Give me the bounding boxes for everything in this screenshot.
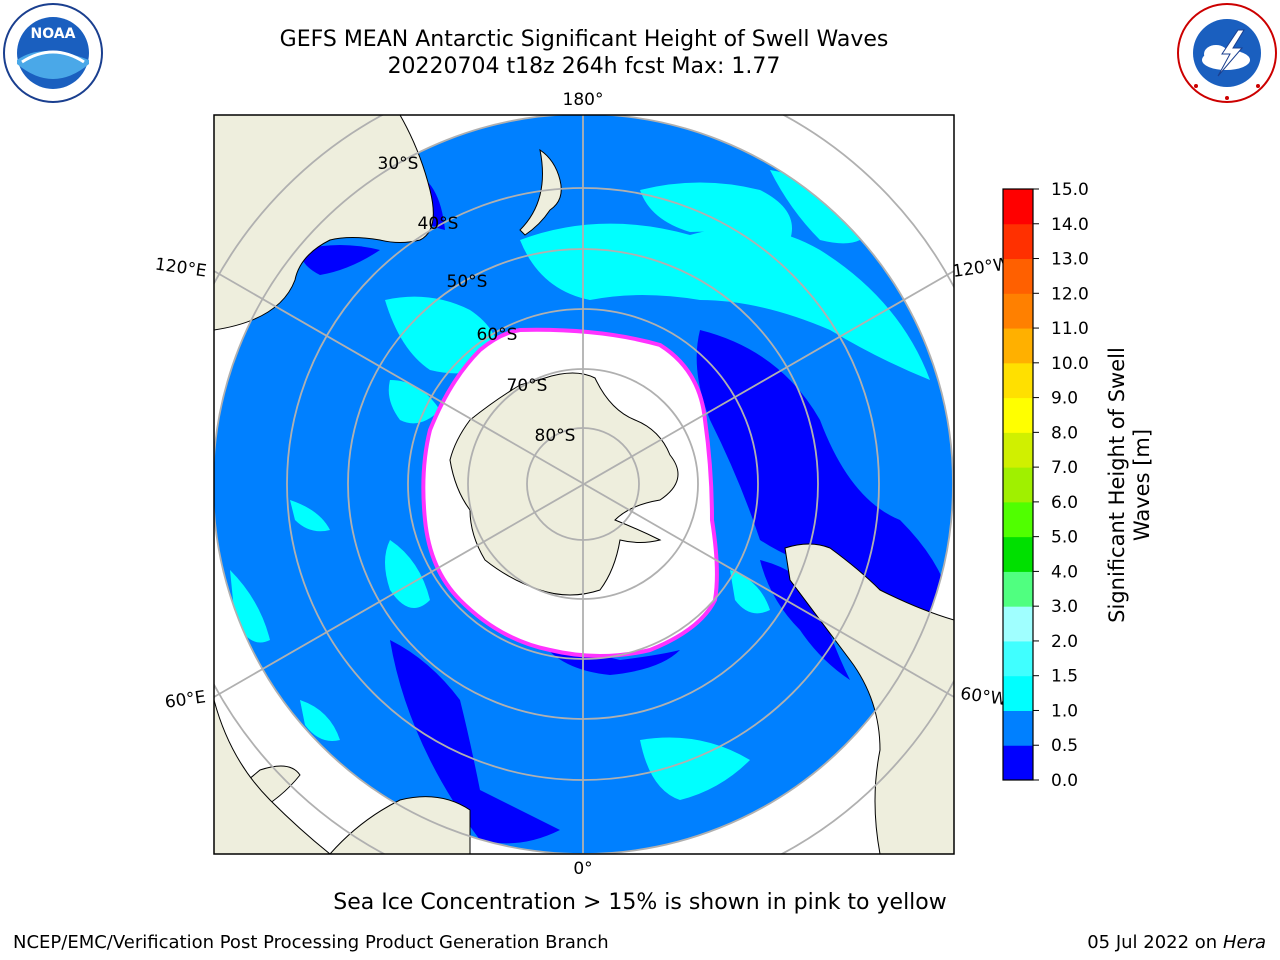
swell-field xyxy=(230,170,950,844)
colorbar-label: Significant Height of Swell Waves [m] xyxy=(1105,347,1154,623)
footer-date-text: 05 Jul 2022 on xyxy=(1087,932,1223,953)
lon-label-60w: 60°W xyxy=(959,684,1008,710)
map-title-line2: 20220704 t18z 264h fcst Max: 1.77 xyxy=(387,54,781,79)
colorbar-segment xyxy=(1003,258,1033,294)
colorbar-segment xyxy=(1003,328,1033,364)
lat-label-30s: 30°S xyxy=(378,154,419,174)
colorbar-tick-label: 11.0 xyxy=(1051,319,1089,339)
colorbar-segment xyxy=(1003,223,1033,260)
colorbar: 0.0 0.5 1.0 1.5 2.0 3.0 4.0 5.0 6.0 7.0 8.0 9.0 10.0… xyxy=(1002,180,1089,791)
colorbar-segment xyxy=(1003,293,1033,329)
south-america-land xyxy=(784,543,954,854)
graticule xyxy=(214,115,954,854)
colorbar-frame xyxy=(1002,188,1034,781)
colorbar-tick-label: 9.0 xyxy=(1051,389,1078,409)
australia-land xyxy=(214,115,434,331)
colorbar-tick-label: 7.0 xyxy=(1051,458,1078,478)
noaa-logo-text: NOAA xyxy=(31,26,76,42)
colorbar-tick-label: 5.0 xyxy=(1051,528,1078,548)
colorbar-segment xyxy=(1003,501,1033,538)
noaa-logo: NOAA xyxy=(3,3,103,103)
colorbar-segment xyxy=(1003,397,1033,433)
colorbar-tick-label: 1.0 xyxy=(1051,701,1078,721)
colorbar-tick-label: 8.0 xyxy=(1051,423,1078,443)
lat-label-70s: 70°S xyxy=(507,376,548,396)
colorbar-tick-label: 13.0 xyxy=(1051,250,1089,270)
colorbar-tick-label: 3.0 xyxy=(1051,597,1078,617)
lat-label-80s: 80°S xyxy=(535,426,576,446)
sea-ice-caption: Sea Ice Concentration > 15% is shown in … xyxy=(333,890,947,915)
colorbar-segment xyxy=(1003,640,1033,677)
colorbar-segment xyxy=(1003,571,1033,607)
footer-host: Hera xyxy=(1222,932,1266,953)
lon-label-60e-visible: 60°E xyxy=(164,687,207,712)
colorbar-tick-label: 0.0 xyxy=(1051,771,1078,791)
colorbar-segment xyxy=(1003,362,1033,399)
antarctica-land xyxy=(449,372,679,596)
colorbar-segment xyxy=(1003,467,1033,503)
lon-label-180: 180° xyxy=(563,90,604,110)
colorbar-tick-label: 1.5 xyxy=(1051,667,1078,687)
lon-label-0: 0° xyxy=(573,859,592,879)
footer-date: 05 Jul 2022 on Hera xyxy=(1087,932,1266,953)
colorbar-tick-label: 4.0 xyxy=(1051,562,1078,582)
colorbar-segment xyxy=(1003,710,1033,746)
colorbar-segment xyxy=(1003,606,1033,642)
colorbar-segment xyxy=(1003,432,1033,468)
lat-label-40s: 40°S xyxy=(418,214,459,234)
lat-label-50s: 50°S xyxy=(447,272,488,292)
lon-label-120e: 120°E xyxy=(154,255,208,282)
colorbar-tick-label: 15.0 xyxy=(1051,180,1089,200)
colorbar-tick-label: 6.0 xyxy=(1051,493,1078,513)
colorbar-tick-label: 14.0 xyxy=(1051,215,1089,235)
lat-label-60s: 60°S xyxy=(477,325,518,345)
new-zealand-land xyxy=(519,148,562,236)
colorbar-segment xyxy=(1003,745,1033,781)
map-title-line1: GEFS MEAN Antarctic Significant Height o… xyxy=(279,27,889,52)
colorbar-segment xyxy=(1003,675,1033,711)
footer-credit: NCEP/EMC/Verification Post Processing Pr… xyxy=(13,932,609,953)
colorbar-segment xyxy=(1003,189,1033,225)
colorbar-tick-label: 2.0 xyxy=(1051,632,1078,652)
colorbar-tick-label: 12.0 xyxy=(1051,284,1089,304)
colorbar-tick-label: 10.0 xyxy=(1051,354,1089,374)
colorbar-tick-label: 0.5 xyxy=(1051,736,1078,756)
map-frame xyxy=(213,114,955,855)
nws-logo xyxy=(1177,3,1277,103)
colorbar-segment xyxy=(1003,536,1033,572)
